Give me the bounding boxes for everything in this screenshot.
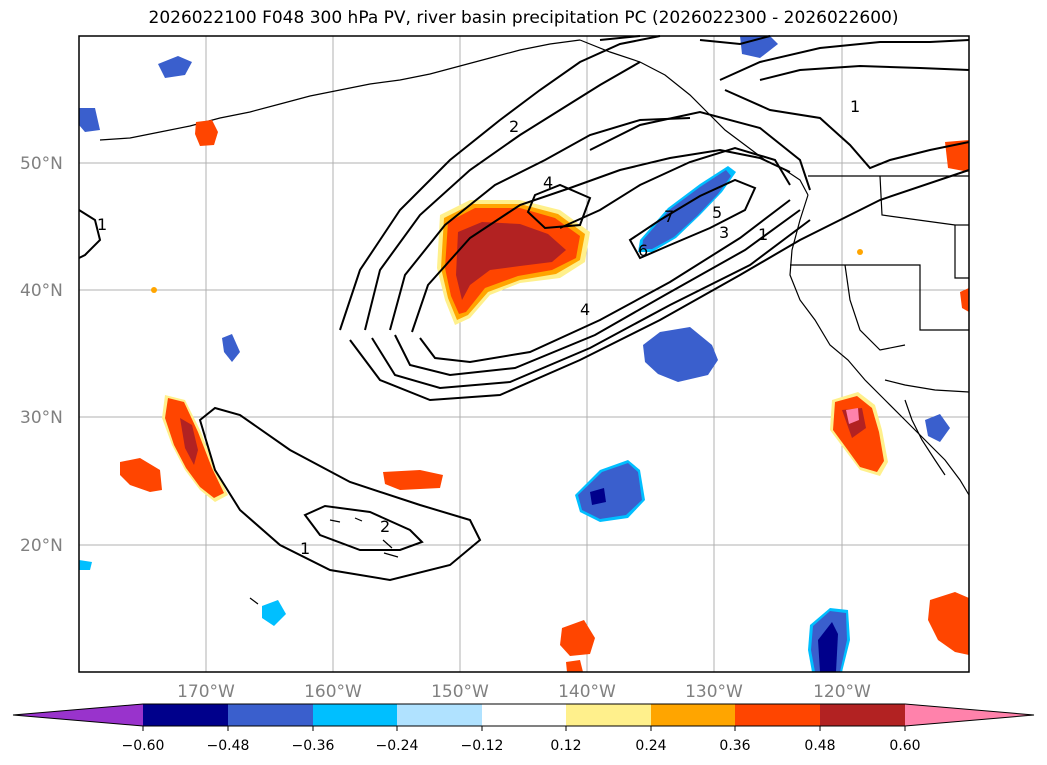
colorbar-tick-label: 0.24 (635, 738, 666, 754)
lat-label: 30°N (20, 408, 63, 428)
colorbar-tick-label: 0.60 (889, 738, 920, 754)
colorbar-segment (397, 704, 482, 726)
contour-label: 3 (719, 223, 729, 242)
contour-label: 2 (509, 117, 519, 136)
colorbar-segment (228, 704, 313, 726)
colorbar-extend-max (905, 704, 1034, 726)
colorbar-ticks (142, 726, 906, 731)
lon-label: 140°W (558, 682, 616, 702)
colorbar-segment (482, 704, 566, 726)
colorbar-tick-label: 0.36 (719, 738, 750, 754)
lon-label: 150°W (431, 682, 489, 702)
contour-label: 4 (580, 300, 590, 319)
contour-label: 1 (97, 215, 107, 234)
contour-label: 1 (850, 97, 860, 116)
pv-contours (78, 35, 970, 582)
colorbar-tick-label: −0.24 (376, 738, 419, 754)
lat-label: 20°N (20, 536, 63, 556)
colorbar-tick-label: −0.60 (122, 738, 165, 754)
lat-label: 40°N (20, 281, 63, 301)
colorbar-segment (735, 704, 820, 726)
colorbar-segment (651, 704, 735, 726)
lon-label: 130°W (685, 682, 743, 702)
lon-label: 120°W (813, 682, 871, 702)
contour-label: 6 (638, 241, 648, 260)
contour-label: 4 (543, 173, 553, 192)
contour-label: 1 (300, 539, 310, 558)
map-title: 2026022100 F048 300 hPa PV, river basin … (148, 8, 899, 28)
map-frame (78, 35, 970, 673)
colorbar-segment (566, 704, 651, 726)
colorbar-tick-label: −0.48 (207, 738, 250, 754)
contour-labels: 1 2 4 2 1 1 7 5 3 6 4 1 (97, 97, 860, 558)
colorbar-tick-label: 0.12 (550, 738, 581, 754)
colorbar-segment (313, 704, 397, 726)
contour-label: 7 (664, 207, 674, 226)
contour-label: 2 (380, 517, 390, 536)
colorbar (12, 703, 1035, 727)
lon-label: 160°W (304, 682, 362, 702)
colorbar-tick-labels: −0.60 −0.48 −0.36 −0.24 −0.12 0.12 0.24 … (122, 738, 921, 754)
colorbar-tick-label: −0.36 (292, 738, 335, 754)
colorbar-segment (143, 704, 228, 726)
longitude-labels: 170°W 160°W 150°W 140°W 130°W 120°W (177, 682, 871, 702)
precip-negative-areas (79, 36, 950, 672)
colorbar-tick-label: 0.48 (804, 738, 835, 754)
gridlines (79, 36, 969, 672)
colorbar-segment (820, 704, 905, 726)
lon-label: 170°W (177, 682, 235, 702)
colorbar-tick-label: −0.12 (461, 738, 504, 754)
latitude-labels: 50°N 40°N 30°N 20°N (20, 154, 63, 556)
colorbar-extend-min (13, 704, 143, 726)
contour-label: 5 (712, 203, 722, 222)
lat-label: 50°N (20, 154, 63, 174)
contour-label: 1 (758, 225, 768, 244)
